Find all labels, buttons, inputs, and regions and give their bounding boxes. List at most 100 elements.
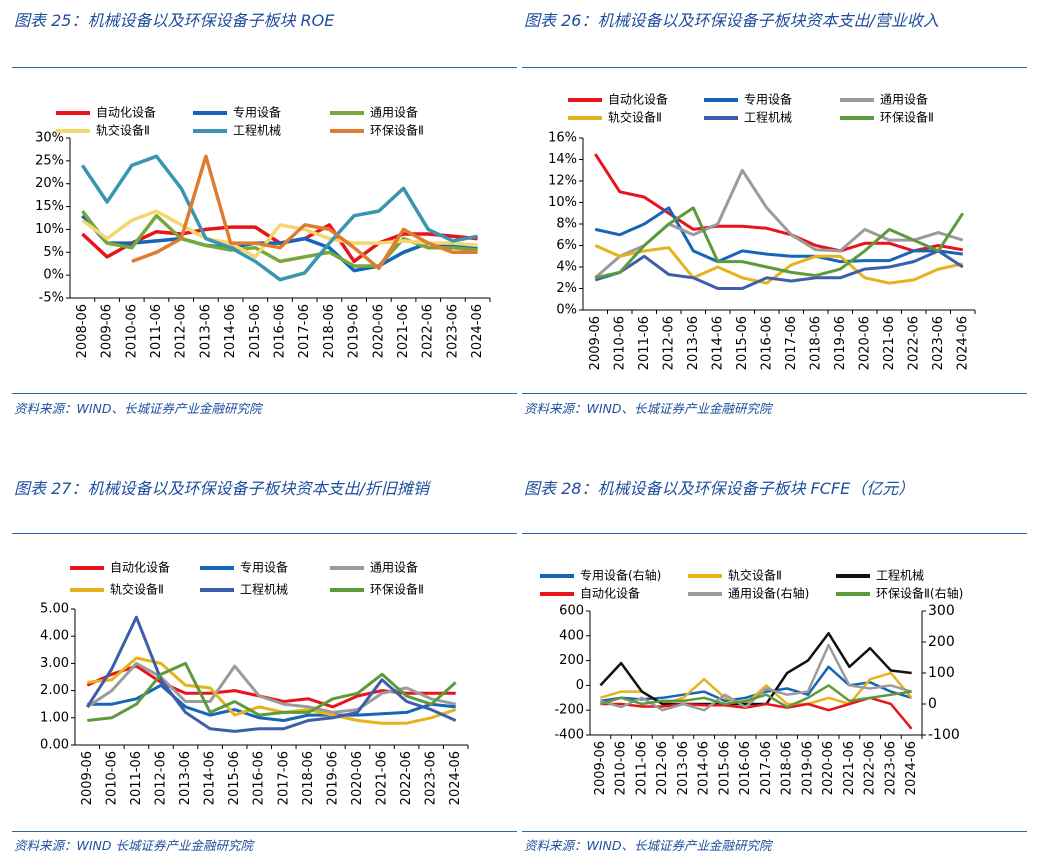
y-tick-label: 3.00 xyxy=(40,656,69,671)
series-line xyxy=(86,615,457,733)
y-tick-label: 0.00 xyxy=(40,738,69,753)
x-tick-label: 2016-06 xyxy=(273,304,288,358)
x-tick-label: 2018-06 xyxy=(808,316,823,370)
series-line xyxy=(594,249,964,290)
x-tick-label: 2021-06 xyxy=(375,751,390,805)
y-tick-label: 400 xyxy=(559,628,584,643)
x-tick-label: 2014-06 xyxy=(710,316,725,370)
y-tick-label: 15% xyxy=(35,199,64,214)
legend-label: 专用设备(右轴) xyxy=(580,568,661,583)
y2-tick-label: -100 xyxy=(928,727,960,743)
y-tick-label: 30% xyxy=(35,131,64,146)
series-line xyxy=(600,696,913,730)
legend-label: 工程机械 xyxy=(240,582,288,597)
title-rule xyxy=(522,67,1027,68)
y-tick-label: 0% xyxy=(43,268,64,283)
series-line xyxy=(81,209,478,259)
series-line xyxy=(81,214,478,273)
y-tick-label: 4.00 xyxy=(40,629,69,644)
legend-label: 环保设备Ⅱ(右轴) xyxy=(876,586,963,601)
y-tick-label: 16% xyxy=(548,131,577,146)
x-tick-label: 2022-06 xyxy=(906,316,921,370)
figure-title: 图表 25：机械设备以及环保设备子板块 ROE xyxy=(14,11,335,30)
x-tick-label: 2014-06 xyxy=(697,741,712,795)
x-tick-label: 2013-06 xyxy=(178,751,193,805)
legend-label: 轨交设备Ⅱ xyxy=(728,568,782,583)
x-tick-label: 2014-06 xyxy=(223,304,238,358)
source: 资料来源：WIND、长城证券产业金融研究院 xyxy=(524,401,772,416)
y2-tick-label: 200 xyxy=(928,634,955,650)
y-tick-label: 8% xyxy=(556,217,577,232)
x-tick-label: 2011-06 xyxy=(129,751,144,805)
x-tick-label: 2009-06 xyxy=(80,751,95,805)
x-tick-label: 2017-06 xyxy=(759,741,774,795)
y-tick-label: 5% xyxy=(43,245,64,260)
figure-title: 图表 27：机械设备以及环保设备子板块资本支出/折旧摊销 xyxy=(14,479,429,498)
x-tick-label: 2017-06 xyxy=(276,751,291,805)
x-tick-label: 2010-06 xyxy=(614,741,629,795)
y-tick-label: -400 xyxy=(554,728,584,743)
series-line xyxy=(87,683,456,722)
x-tick-label: 2010-06 xyxy=(124,304,139,358)
x-tick-label: 2016-06 xyxy=(759,316,774,370)
legend-label: 通用设备 xyxy=(370,106,418,120)
legend-label: 工程机械 xyxy=(876,568,924,583)
y-tick-label: 20% xyxy=(35,176,64,191)
x-tick-label: 2008-06 xyxy=(75,304,90,358)
x-tick-label: 2012-06 xyxy=(655,741,670,795)
x-tick-label: 2011-06 xyxy=(637,316,652,370)
series-line xyxy=(594,206,963,264)
y-tick-label: 14% xyxy=(548,152,577,167)
x-tick-label: 2015-06 xyxy=(227,751,242,805)
y-tick-label: 200 xyxy=(559,653,584,668)
legend-label: 自动化设备 xyxy=(580,587,640,601)
y-tick-label: 0% xyxy=(556,303,577,318)
x-tick-label: 2019-06 xyxy=(800,741,815,795)
series-line xyxy=(594,206,965,280)
x-tick-label: 2019-06 xyxy=(833,316,848,370)
x-tick-label: 2022-06 xyxy=(399,751,414,805)
x-tick-label: 2017-06 xyxy=(297,304,312,358)
series-line xyxy=(87,656,457,725)
y-tick-label: 1.00 xyxy=(40,710,69,725)
x-tick-label: 2020-06 xyxy=(371,304,386,358)
series-line xyxy=(599,632,912,706)
series-line xyxy=(80,154,478,282)
x-tick-label: 2022-06 xyxy=(863,741,878,795)
x-tick-label: 2015-06 xyxy=(248,304,263,358)
x-tick-label: 2016-06 xyxy=(252,751,267,805)
x-tick-label: 2020-06 xyxy=(857,316,872,370)
y-tick-label: 4% xyxy=(556,260,577,275)
x-tick-label: 2016-06 xyxy=(738,741,753,795)
legend-label: 通用设备 xyxy=(370,561,418,575)
y-tick-label: 5.00 xyxy=(40,602,69,617)
x-tick-label: 2015-06 xyxy=(717,741,732,795)
x-tick-label: 2019-06 xyxy=(325,751,340,805)
y-tick-label: -5% xyxy=(39,291,64,306)
x-tick-label: 2023-06 xyxy=(445,304,460,358)
y-tick-label: 2.00 xyxy=(40,683,69,698)
x-tick-label: 2018-06 xyxy=(301,751,316,805)
x-tick-label: 2014-06 xyxy=(203,751,218,805)
title-rule xyxy=(12,67,517,68)
source: 资料来源：WIND 长城证券产业金融研究院 xyxy=(14,838,253,853)
legend-label: 自动化设备 xyxy=(96,106,156,120)
series-line xyxy=(87,661,457,722)
legend-label: 专用设备 xyxy=(744,92,792,107)
legend-label: 自动化设备 xyxy=(608,93,668,107)
source-rule xyxy=(12,393,517,394)
title-rule xyxy=(12,533,517,534)
legend-label: 通用设备(右轴) xyxy=(728,586,809,601)
x-tick-label: 2015-06 xyxy=(735,316,750,370)
x-tick-label: 2012-06 xyxy=(174,304,189,358)
legend-label: 轨交设备Ⅱ xyxy=(608,110,662,125)
source: 资料来源：WIND、长城证券产业金融研究院 xyxy=(524,838,772,853)
x-tick-label: 2012-06 xyxy=(661,316,676,370)
y-tick-label: 25% xyxy=(35,153,64,168)
legend-label: 环保设备Ⅱ xyxy=(370,583,424,597)
source-rule xyxy=(522,831,1027,832)
x-tick-label: 2022-06 xyxy=(421,304,436,358)
y-tick-label: 2% xyxy=(556,281,577,296)
